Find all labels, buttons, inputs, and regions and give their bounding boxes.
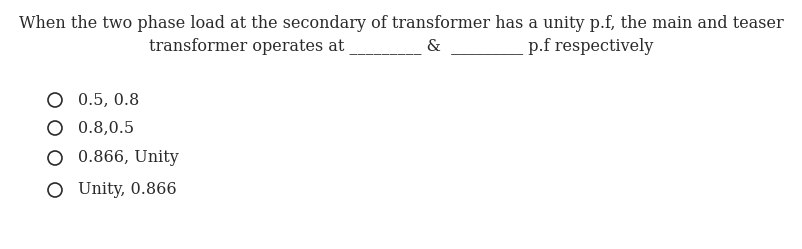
Text: 0.5, 0.8: 0.5, 0.8 [78,91,139,109]
Text: When the two phase load at the secondary of transformer has a unity p.f, the mai: When the two phase load at the secondary… [19,15,783,32]
Text: Unity, 0.866: Unity, 0.866 [78,182,176,198]
Text: 0.8,0.5: 0.8,0.5 [78,120,134,136]
Text: 0.866, Unity: 0.866, Unity [78,149,179,167]
Text: transformer operates at _________ &  _________ p.f respectively: transformer operates at _________ & ____… [149,38,653,55]
